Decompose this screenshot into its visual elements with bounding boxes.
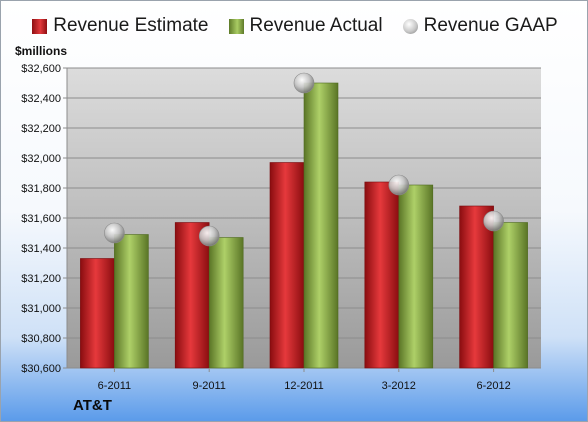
- marker-revenue-gaap: [293, 72, 315, 94]
- marker-revenue-gaap: [388, 174, 410, 196]
- legend-swatch-revenue-gaap: [402, 18, 418, 34]
- y-tick-label: $32,200: [21, 123, 61, 135]
- company-name: AT&T: [73, 397, 112, 414]
- marker-revenue-gaap: [198, 225, 220, 247]
- x-tick-label: 6-2011: [98, 380, 131, 392]
- bar-revenue-actual: [303, 82, 339, 369]
- legend-swatch-revenue-estimate: [32, 18, 48, 34]
- x-tick-label: 9-2011: [192, 380, 225, 392]
- y-tick-label: $31,000: [21, 303, 61, 315]
- x-tick-label: 6-2012: [476, 380, 510, 392]
- y-tick-label: $31,200: [21, 273, 61, 285]
- bar-revenue-estimate: [174, 222, 210, 369]
- y-tick-label: $31,400: [21, 243, 61, 255]
- legend-swatch-revenue-actual: [228, 18, 244, 34]
- legend-item-revenue-gaap: Revenue GAAP: [402, 15, 558, 37]
- y-tick-label: $30,600: [21, 363, 61, 375]
- y-tick-label: $30,800: [21, 333, 61, 345]
- bar-revenue-actual: [208, 237, 244, 369]
- legend-label-revenue-actual: Revenue Actual: [249, 15, 383, 36]
- marker-revenue-gaap: [483, 210, 504, 232]
- y-tick-label: $32,400: [21, 93, 61, 105]
- bar-revenue-estimate: [459, 205, 494, 369]
- y-tick-label: $32,600: [21, 63, 61, 75]
- x-tick-label: 12-2011: [284, 380, 324, 392]
- marker-revenue-gaap: [104, 222, 125, 244]
- x-tick-label: 3-2012: [382, 380, 416, 392]
- y-axis-label: $millions: [15, 44, 68, 58]
- bar-revenue-estimate: [80, 258, 115, 369]
- y-tick-label: $31,800: [21, 183, 61, 195]
- legend: Revenue Estimate Revenue Actual Revenue …: [1, 15, 588, 37]
- bar-revenue-actual: [114, 234, 149, 369]
- y-tick-label: $31,600: [21, 213, 61, 225]
- bar-revenue-estimate: [364, 181, 400, 369]
- bar-revenue-estimate: [269, 162, 305, 369]
- y-tick-label: $32,000: [21, 153, 61, 165]
- legend-item-revenue-actual: Revenue Actual: [228, 15, 383, 37]
- legend-label-revenue-gaap: Revenue GAAP: [423, 15, 558, 36]
- bar-revenue-actual: [493, 222, 528, 369]
- legend-item-revenue-estimate: Revenue Estimate: [32, 15, 209, 37]
- bar-revenue-actual: [398, 184, 434, 369]
- legend-label-revenue-estimate: Revenue Estimate: [53, 15, 209, 36]
